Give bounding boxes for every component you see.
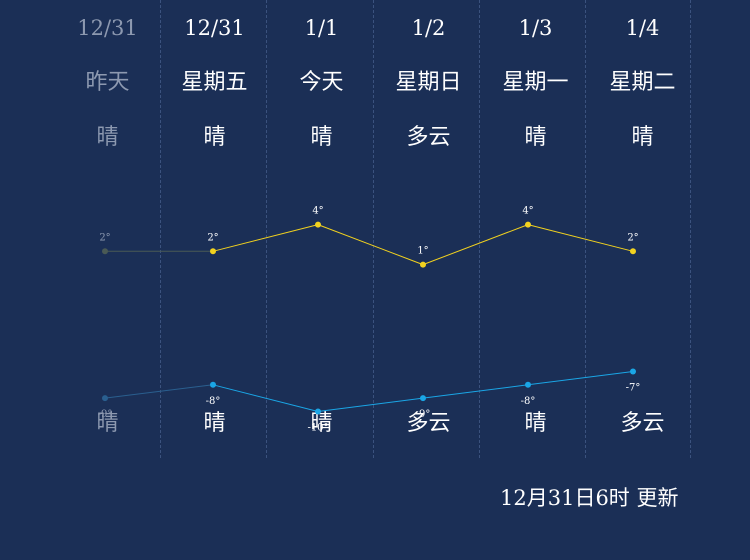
day-weekday: 星期一 xyxy=(502,70,569,95)
high-temp-label: 4° xyxy=(312,206,323,217)
high-temp-label: 2° xyxy=(627,232,638,243)
day-condition: 晴 xyxy=(631,125,654,150)
high-temp-point xyxy=(420,261,426,268)
day-date: 1/2 xyxy=(411,16,446,40)
high-temp-line-segment xyxy=(317,224,424,266)
day-column-monday: 1/3 星期一 晴 晴 xyxy=(482,0,589,460)
day-weekday: 今天 xyxy=(299,70,344,95)
day-condition: 晴 xyxy=(310,125,333,150)
high-temp-point xyxy=(210,248,216,255)
update-timestamp: 12月31日6时 更新 xyxy=(500,486,679,510)
day-condition: 晴 xyxy=(524,125,547,150)
day-weekday: 星期五 xyxy=(181,70,248,95)
low-temp-line-segment xyxy=(104,384,214,399)
night-condition: 晴 xyxy=(203,411,226,436)
day-weekday: 星期日 xyxy=(395,70,462,95)
low-temp-label: -8° xyxy=(206,396,221,407)
high-temp-point xyxy=(315,221,321,228)
low-temp-line-segment xyxy=(527,370,634,386)
day-column-friday: 12/31 星期五 晴 晴 xyxy=(161,0,268,460)
high-temp-label: 4° xyxy=(522,206,533,217)
column-divider xyxy=(690,0,691,458)
low-temp-label: -8° xyxy=(521,396,536,407)
night-condition: 晴 xyxy=(96,411,119,436)
day-column-yesterday: 12/31 昨天 晴 晴 xyxy=(54,0,161,460)
high-temp-label: 2° xyxy=(99,232,110,243)
night-condition: 晴 xyxy=(310,411,333,436)
high-temp-line-segment xyxy=(212,224,319,252)
column-divider xyxy=(479,0,480,458)
low-temp-label: -10° xyxy=(307,423,328,434)
low-temp-line-segment xyxy=(422,384,529,399)
column-divider xyxy=(585,0,586,458)
night-condition: 晴 xyxy=(524,411,547,436)
high-temp-label: 2° xyxy=(207,232,218,243)
high-temp-line-segment xyxy=(422,224,529,266)
day-date: 12/31 xyxy=(77,16,138,40)
low-temp-label: -9° xyxy=(98,409,113,420)
day-weekday: 星期二 xyxy=(609,70,676,95)
high-temp-label: 1° xyxy=(417,246,428,257)
low-temp-label: -7° xyxy=(626,382,641,393)
day-column-sunday: 1/2 星期日 多云 多云 xyxy=(375,0,482,460)
low-temp-point xyxy=(420,395,426,402)
low-temp-line-segment xyxy=(317,397,424,412)
high-temp-point xyxy=(525,221,531,228)
day-condition: 多云 xyxy=(406,125,451,150)
high-temp-line-segment xyxy=(527,224,634,252)
temperature-chart: 2° -9° 2° -8° 4° -10° 1° -9° 4° -8° 2° -7° xyxy=(98,206,641,434)
day-column-tuesday: 1/4 星期二 晴 多云 xyxy=(589,0,696,460)
low-temp-label: -9° xyxy=(416,409,431,420)
low-temp-point xyxy=(630,368,636,375)
column-divider xyxy=(266,0,267,458)
high-temp-point xyxy=(102,248,108,255)
night-condition: 多云 xyxy=(620,411,665,436)
high-temp-point xyxy=(630,248,636,255)
low-temp-point xyxy=(210,381,216,388)
low-temp-point xyxy=(102,395,108,402)
low-temp-point xyxy=(525,381,531,388)
column-divider xyxy=(373,0,374,458)
day-condition: 晴 xyxy=(96,125,119,150)
day-date: 1/1 xyxy=(304,16,339,40)
low-temp-point xyxy=(315,408,321,415)
day-date: 12/31 xyxy=(184,16,245,40)
day-date: 1/3 xyxy=(518,16,553,40)
column-divider xyxy=(160,0,161,458)
day-column-today: 1/1 今天 晴 晴 xyxy=(268,0,375,460)
night-condition: 多云 xyxy=(406,411,451,436)
day-date: 1/4 xyxy=(625,16,660,40)
day-weekday: 昨天 xyxy=(85,70,130,95)
low-temp-line-segment xyxy=(212,384,319,412)
day-condition: 晴 xyxy=(203,125,226,150)
